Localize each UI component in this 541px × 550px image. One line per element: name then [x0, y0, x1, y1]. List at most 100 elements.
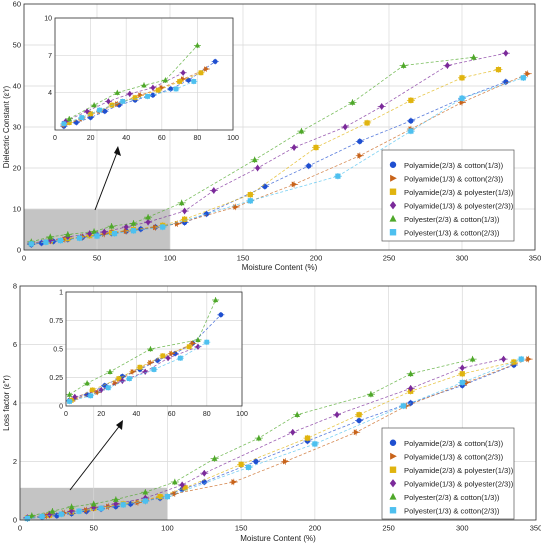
top-inset-point — [120, 98, 126, 104]
top-inset-x-tick-label: 80 — [194, 135, 202, 142]
bot-point — [353, 429, 360, 436]
bot-inset-point — [218, 312, 224, 318]
top-inset-point — [84, 108, 90, 115]
top-series-5 — [27, 54, 478, 245]
top-point — [459, 75, 465, 81]
top-point — [459, 99, 466, 106]
bot-legend-marker-2 — [390, 452, 397, 460]
top-point — [178, 199, 185, 206]
top-point — [43, 239, 49, 245]
top-point — [408, 118, 414, 124]
bot-point — [459, 364, 465, 372]
bot-y-tick-label: 4 — [13, 399, 17, 408]
top-inset-point — [63, 118, 69, 125]
top-inset-point — [186, 77, 191, 83]
bot-inset-point — [66, 391, 73, 397]
bot-inset-point — [151, 367, 157, 372]
bot-point — [179, 481, 185, 489]
bot-legend-entry-4: Polyamide(1/3) & polyester(2/3)) — [404, 479, 514, 488]
bot-inset-point — [165, 355, 171, 362]
bot-point — [459, 379, 465, 386]
bot-inset-point — [84, 380, 90, 386]
top-point — [306, 163, 312, 169]
bot-inset-point — [130, 369, 136, 375]
top-inset-point — [191, 79, 197, 84]
top-point — [76, 235, 83, 241]
bot-point — [182, 485, 188, 491]
top-inset-point — [102, 108, 108, 114]
top-point — [525, 70, 531, 77]
top-inset-point — [141, 82, 147, 88]
top-point — [145, 218, 151, 226]
bot-point — [526, 356, 532, 362]
top-x-tick-label: 0 — [22, 254, 26, 263]
dielectric-constant-legend: Polyamide(2/3) & cotton(1/3)) Polyamide(1… — [381, 149, 515, 242]
top-inset-point — [150, 92, 156, 98]
bot-point — [283, 458, 289, 465]
top-legend-marker-2 — [390, 174, 397, 182]
top-inset-point — [145, 94, 150, 99]
top-point — [291, 144, 297, 151]
top-point — [470, 54, 477, 60]
top-point — [211, 187, 217, 194]
top-legend-marker-5 — [389, 214, 397, 222]
dielectric-constant-inset: 0 20 40 60 80 100 4 7 10 — [44, 15, 239, 211]
top-inset-point — [106, 98, 111, 105]
bot-point — [408, 384, 414, 392]
top-point — [459, 95, 465, 101]
bot-point — [157, 494, 163, 500]
top-point — [495, 67, 502, 73]
top-inset-point — [66, 120, 72, 125]
top-legend-entry-1: Polyamide(2/3) & cotton(1/3)) — [404, 161, 504, 170]
top-point — [123, 228, 130, 234]
bot-inset-point — [195, 337, 201, 343]
bot-point — [245, 464, 252, 470]
top-inset-x-tick-label: 0 — [53, 135, 57, 142]
top-legend-box — [381, 149, 515, 242]
top-inset-series-4 — [62, 69, 187, 125]
bot-inset-point — [137, 364, 143, 370]
bot-legend-entry-2: Polyamide(1/3) & cotton(2/3)) — [404, 452, 504, 461]
top-legend-entry-4: Polyamide(1/3) & polyester(2/3)) — [404, 201, 514, 210]
bot-legend-marker-4 — [389, 479, 397, 488]
bot-inset-x-tick-label: 20 — [97, 411, 105, 418]
bot-inset-point — [195, 343, 201, 350]
bot-point — [500, 355, 507, 363]
top-point — [57, 237, 64, 244]
bot-inset-trend-line-4 — [74, 346, 199, 398]
bot-legend-box — [381, 427, 515, 520]
top-x-tick-label: 300 — [456, 254, 469, 263]
bot-point — [142, 498, 148, 504]
top-inset-point — [88, 115, 93, 120]
top-legend-marker-3 — [389, 188, 397, 195]
top-legend-marker-4 — [389, 201, 397, 210]
bot-legend-marker-3 — [389, 466, 397, 473]
bot-inset-point — [148, 360, 154, 366]
bot-point — [69, 507, 75, 515]
top-inset-point — [97, 107, 102, 113]
top-point — [123, 223, 129, 231]
top-point — [64, 231, 71, 237]
top-point — [251, 156, 258, 163]
top-inset-x-tick-label: 60 — [158, 135, 166, 142]
bot-inset-point — [142, 368, 148, 375]
top-inset-x-tick-label: 20 — [87, 135, 95, 142]
top-inset-y-tick-label: 4 — [48, 90, 52, 97]
top-inset-series-1 — [60, 58, 219, 130]
top-point — [520, 75, 526, 81]
top-point — [379, 103, 385, 110]
top-point — [298, 127, 305, 134]
top-y-tick-label: 40 — [13, 82, 21, 91]
top-inset-frame — [54, 17, 234, 131]
bot-point — [112, 496, 119, 502]
top-point — [444, 62, 450, 69]
top-point — [130, 220, 137, 226]
top-point — [503, 79, 509, 85]
bot-point — [400, 403, 406, 409]
bot-inset-trend-line-5 — [69, 299, 216, 395]
top-y-tick-label: 30 — [13, 123, 21, 132]
bot-point — [68, 503, 75, 510]
bot-point — [511, 359, 517, 365]
bot-inset-series-6 — [66, 339, 211, 405]
bot-point — [171, 478, 178, 485]
